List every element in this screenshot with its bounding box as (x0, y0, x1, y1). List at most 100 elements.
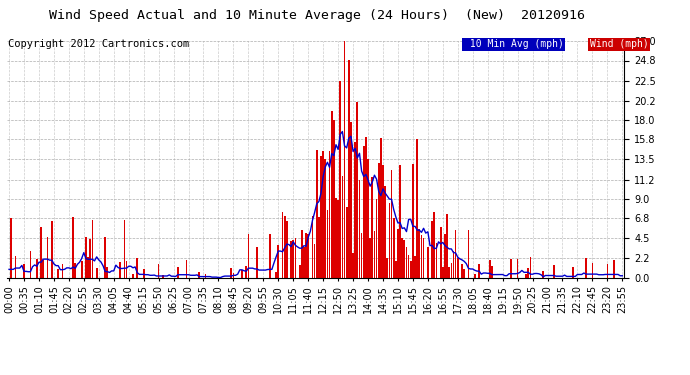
Bar (328, 151, 331, 278)
Bar (525, 274, 527, 278)
Bar (478, 264, 480, 278)
Bar (511, 259, 512, 278)
Bar (455, 230, 457, 278)
Bar (348, 60, 350, 278)
Bar (527, 268, 529, 278)
Bar (461, 264, 463, 278)
Bar (286, 220, 288, 278)
Bar (269, 234, 270, 278)
Bar (376, 199, 377, 278)
Bar (414, 256, 416, 278)
Bar (124, 220, 126, 278)
Bar (453, 251, 454, 278)
Bar (186, 261, 187, 278)
Bar (233, 273, 235, 278)
Text: Wind (mph): Wind (mph) (590, 39, 649, 50)
Bar (423, 238, 424, 278)
Bar (367, 159, 369, 278)
Bar (363, 146, 364, 278)
Bar (448, 267, 450, 278)
Bar (324, 159, 326, 278)
Bar (468, 230, 469, 278)
Bar (369, 238, 371, 278)
Bar (81, 261, 83, 278)
Bar (346, 207, 348, 278)
Bar (177, 267, 179, 278)
Bar (382, 165, 384, 278)
Bar (307, 234, 309, 278)
Bar (87, 257, 89, 278)
Bar (246, 266, 247, 278)
Bar (301, 230, 303, 278)
Bar (607, 264, 608, 278)
Bar (378, 163, 380, 278)
Bar (393, 218, 395, 278)
Bar (295, 238, 296, 278)
Bar (572, 267, 574, 278)
Bar (277, 245, 279, 278)
Bar (119, 262, 121, 278)
Bar (198, 272, 200, 278)
Bar (402, 238, 403, 278)
Bar (92, 220, 93, 278)
Bar (205, 274, 206, 278)
Bar (326, 210, 328, 278)
Bar (333, 120, 335, 278)
Bar (36, 259, 38, 278)
Bar (433, 211, 435, 278)
Bar (440, 227, 442, 278)
Bar (489, 260, 491, 278)
Bar (72, 217, 74, 278)
Bar (96, 268, 97, 278)
Bar (442, 267, 444, 278)
Bar (143, 268, 144, 278)
Bar (359, 180, 360, 278)
Bar (331, 111, 333, 278)
Text: 10 Min Avg (mph): 10 Min Avg (mph) (464, 39, 564, 50)
Bar (104, 237, 106, 278)
Bar (248, 234, 249, 278)
Bar (350, 122, 352, 278)
Bar (421, 234, 422, 278)
Bar (342, 176, 343, 278)
Bar (397, 230, 399, 278)
Text: Wind Speed Actual and 10 Minute Average (24 Hours)  (New)  20120916: Wind Speed Actual and 10 Minute Average … (50, 9, 585, 22)
Bar (408, 255, 409, 278)
Bar (542, 270, 544, 278)
Bar (318, 217, 319, 278)
Bar (256, 247, 258, 278)
Bar (380, 138, 382, 278)
Bar (51, 220, 52, 278)
Bar (384, 186, 386, 278)
Bar (352, 253, 354, 278)
Bar (316, 150, 317, 278)
Bar (355, 142, 356, 278)
Bar (386, 258, 388, 278)
Bar (299, 265, 301, 278)
Bar (474, 274, 475, 278)
Bar (435, 243, 437, 278)
Bar (373, 231, 375, 278)
Bar (275, 272, 277, 278)
Bar (412, 164, 414, 278)
Bar (126, 261, 128, 278)
Bar (282, 212, 284, 278)
Bar (418, 230, 420, 278)
Bar (463, 269, 465, 278)
Bar (312, 216, 313, 278)
Bar (314, 244, 315, 278)
Bar (344, 41, 346, 278)
Bar (446, 214, 448, 278)
Bar (61, 264, 63, 278)
Bar (42, 260, 44, 278)
Bar (451, 263, 452, 278)
Bar (400, 165, 401, 278)
Bar (395, 261, 397, 278)
Bar (132, 274, 134, 278)
Bar (365, 137, 367, 278)
Bar (613, 260, 615, 278)
Bar (23, 264, 25, 278)
Bar (322, 151, 324, 278)
Bar (491, 266, 493, 278)
Bar (85, 237, 87, 278)
